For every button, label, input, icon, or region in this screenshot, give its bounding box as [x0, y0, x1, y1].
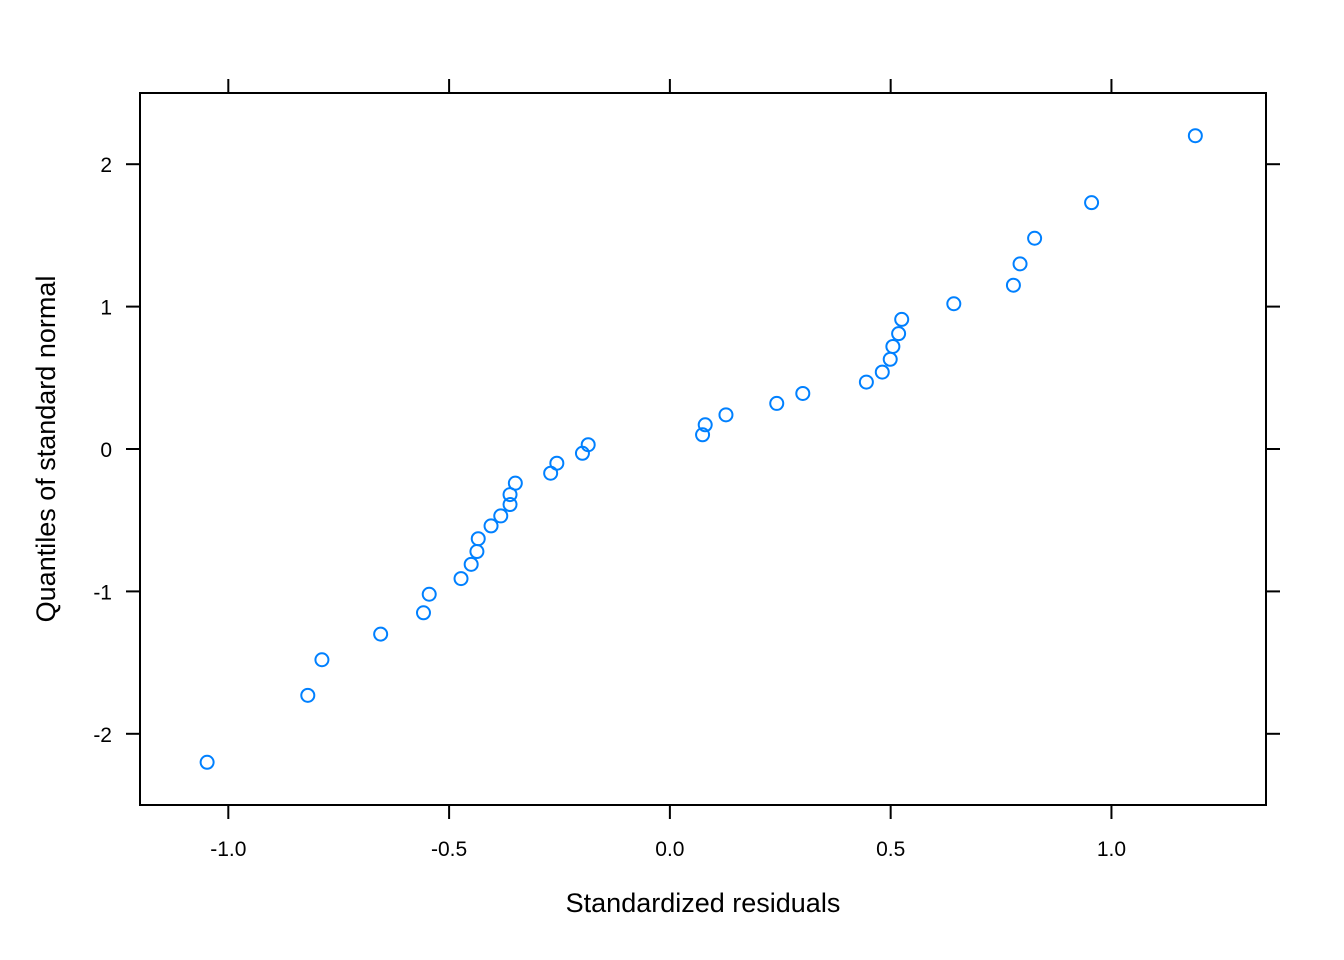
data-point — [769, 395, 785, 411]
x-tick-label: -0.5 — [431, 838, 467, 861]
y-tick-label: 2 — [100, 154, 112, 177]
data-point — [882, 351, 898, 367]
y-tick-label: -1 — [93, 581, 112, 604]
x-axis-top — [227, 79, 1113, 93]
data-point — [891, 326, 907, 342]
data-point — [469, 544, 485, 560]
data-point — [199, 754, 215, 770]
data-point — [695, 427, 711, 443]
data-point — [463, 556, 479, 572]
data-point — [507, 475, 523, 491]
data-point — [415, 605, 431, 621]
data-point — [795, 385, 811, 401]
y-axis-right — [1266, 163, 1280, 735]
y-axis-left: -2 -1 0 1 2 — [93, 154, 140, 747]
data-point — [718, 407, 734, 423]
data-point — [1005, 277, 1021, 293]
x-axis-bottom: -1.0 -0.5 0.0 0.5 1.0 — [210, 805, 1126, 861]
data-point — [470, 531, 486, 547]
data-point — [314, 652, 330, 668]
y-axis-title: Quantiles of standard normal — [31, 276, 61, 623]
data-point — [1187, 128, 1203, 144]
data-point — [580, 437, 596, 453]
y-tick-label: 0 — [100, 439, 112, 462]
data-point — [453, 571, 469, 587]
data-points — [199, 128, 1203, 770]
data-point — [1027, 230, 1043, 246]
data-point — [483, 518, 499, 534]
x-tick-label: -1.0 — [210, 838, 246, 861]
data-point — [858, 374, 874, 390]
x-tick-label: 0.0 — [655, 838, 684, 861]
data-point — [502, 497, 518, 513]
y-tick-label: -2 — [93, 724, 112, 747]
data-point — [373, 626, 389, 642]
data-point — [697, 417, 713, 433]
x-tick-label: 0.5 — [876, 838, 905, 861]
data-point — [493, 508, 509, 524]
data-point — [549, 455, 565, 471]
data-point — [1084, 195, 1100, 211]
data-point — [894, 311, 910, 327]
x-axis-title: Standardized residuals — [566, 888, 841, 918]
data-point — [300, 687, 316, 703]
data-point — [874, 364, 890, 380]
y-tick-label: 1 — [100, 297, 112, 320]
data-point — [421, 586, 437, 602]
data-point — [1012, 256, 1028, 272]
x-tick-label: 1.0 — [1097, 838, 1126, 861]
data-point — [885, 338, 901, 354]
data-point — [946, 296, 962, 312]
